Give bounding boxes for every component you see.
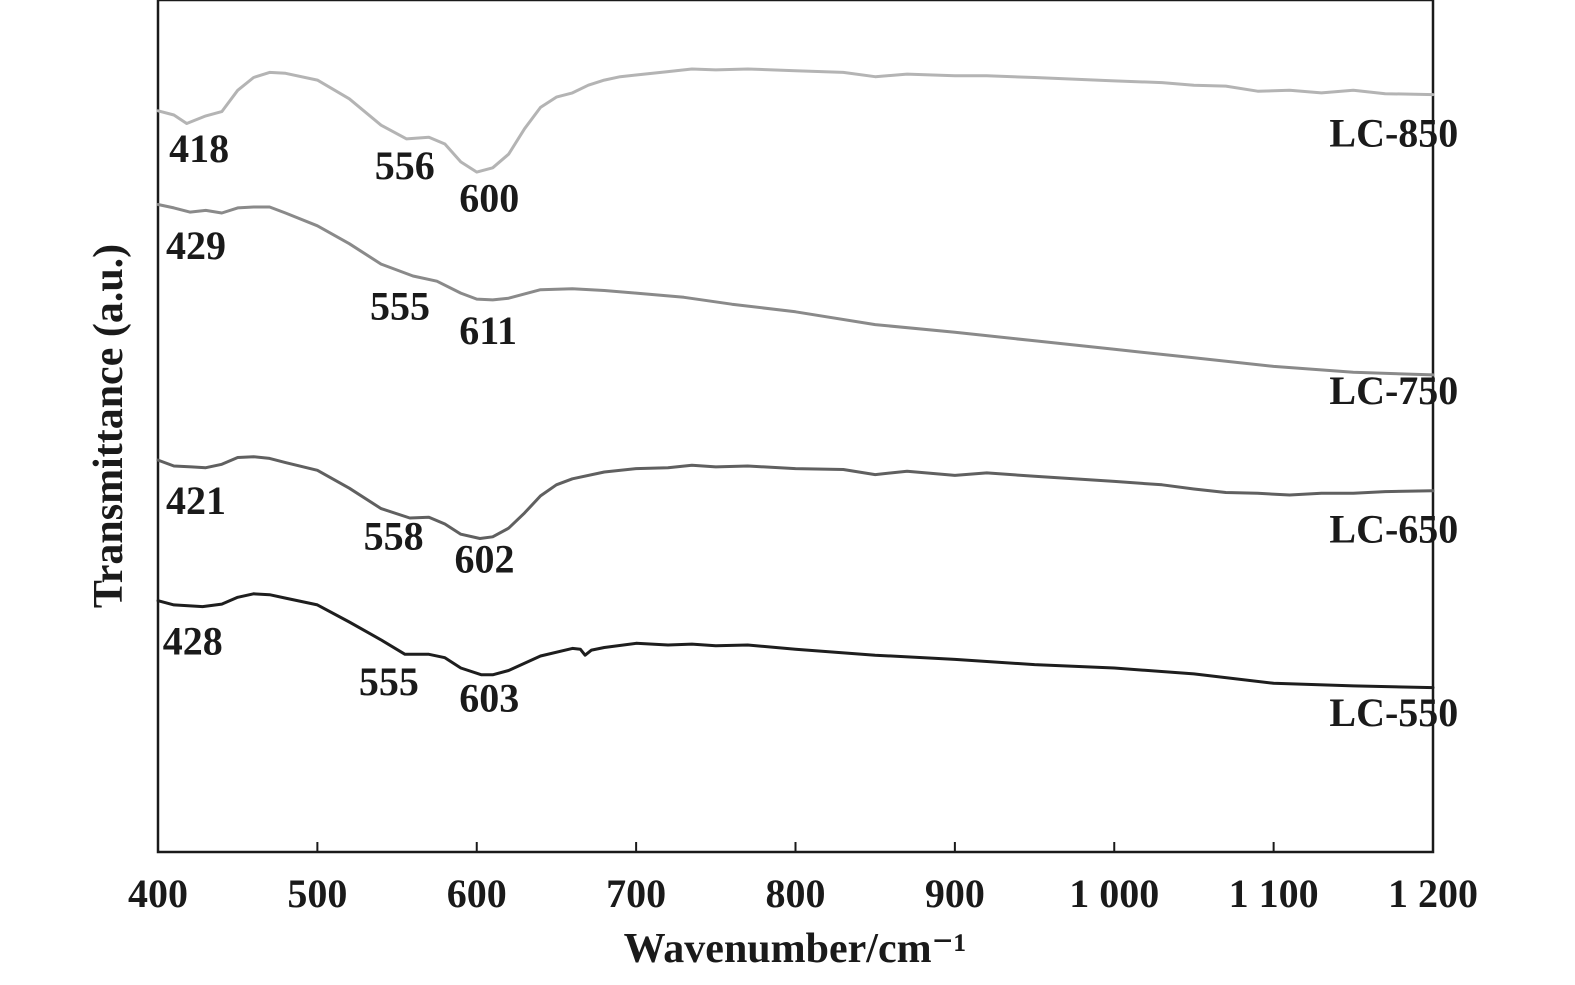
x-axis-title: Wavenumber/cm⁻¹ xyxy=(624,926,967,972)
series-label-lc-650: LC-650 xyxy=(1329,507,1458,552)
peak-label-428: 428 xyxy=(163,618,223,663)
series-label-lc-850: LC-850 xyxy=(1329,111,1458,156)
series-line-lc-850 xyxy=(156,67,1435,174)
x-tick-label-1000: 1 000 xyxy=(1069,871,1159,916)
x-tick-label-500: 500 xyxy=(287,871,347,916)
peak-label-611: 611 xyxy=(459,308,517,353)
x-tick-label-1100: 1 100 xyxy=(1229,871,1319,916)
y-axis-title: Transmittance (a.u.) xyxy=(86,244,132,608)
peak-label-555: 555 xyxy=(359,659,419,704)
peak-label-600: 600 xyxy=(459,175,519,220)
series-line-lc-550 xyxy=(156,592,1435,690)
x-axis: 400 500 600 700 800 900 1 000 1 100 1 200 xyxy=(128,842,1478,916)
peak-label-556: 556 xyxy=(375,143,435,188)
series-line-lc-650 xyxy=(156,455,1435,540)
peak-label-418: 418 xyxy=(169,126,229,171)
series-line-lc-750 xyxy=(156,203,1435,377)
peak-label-602: 602 xyxy=(454,537,514,582)
series-curves xyxy=(156,67,1435,690)
series-label-lc-550: LC-550 xyxy=(1329,690,1458,735)
x-tick-label-1200: 1 200 xyxy=(1388,871,1478,916)
peak-label-429: 429 xyxy=(166,223,226,268)
peak-label-558: 558 xyxy=(364,514,424,559)
x-tick-label-800: 800 xyxy=(766,871,826,916)
x-tick-label-900: 900 xyxy=(925,871,985,916)
x-tick-label-400: 400 xyxy=(128,871,188,916)
plot-frame xyxy=(156,0,1435,854)
peak-label-603: 603 xyxy=(459,675,519,720)
peak-label-555: 555 xyxy=(370,284,430,329)
x-tick-label-700: 700 xyxy=(606,871,666,916)
series-labels: LC-850 LC-750 LC-650 LC-550 xyxy=(1329,111,1458,735)
series-label-lc-750: LC-750 xyxy=(1329,368,1458,413)
peak-annotations: 418 556 600 429 555 611 421 558 602 428 555 603 xyxy=(163,126,519,721)
x-tick-label-600: 600 xyxy=(447,871,507,916)
peak-label-421: 421 xyxy=(166,478,226,523)
